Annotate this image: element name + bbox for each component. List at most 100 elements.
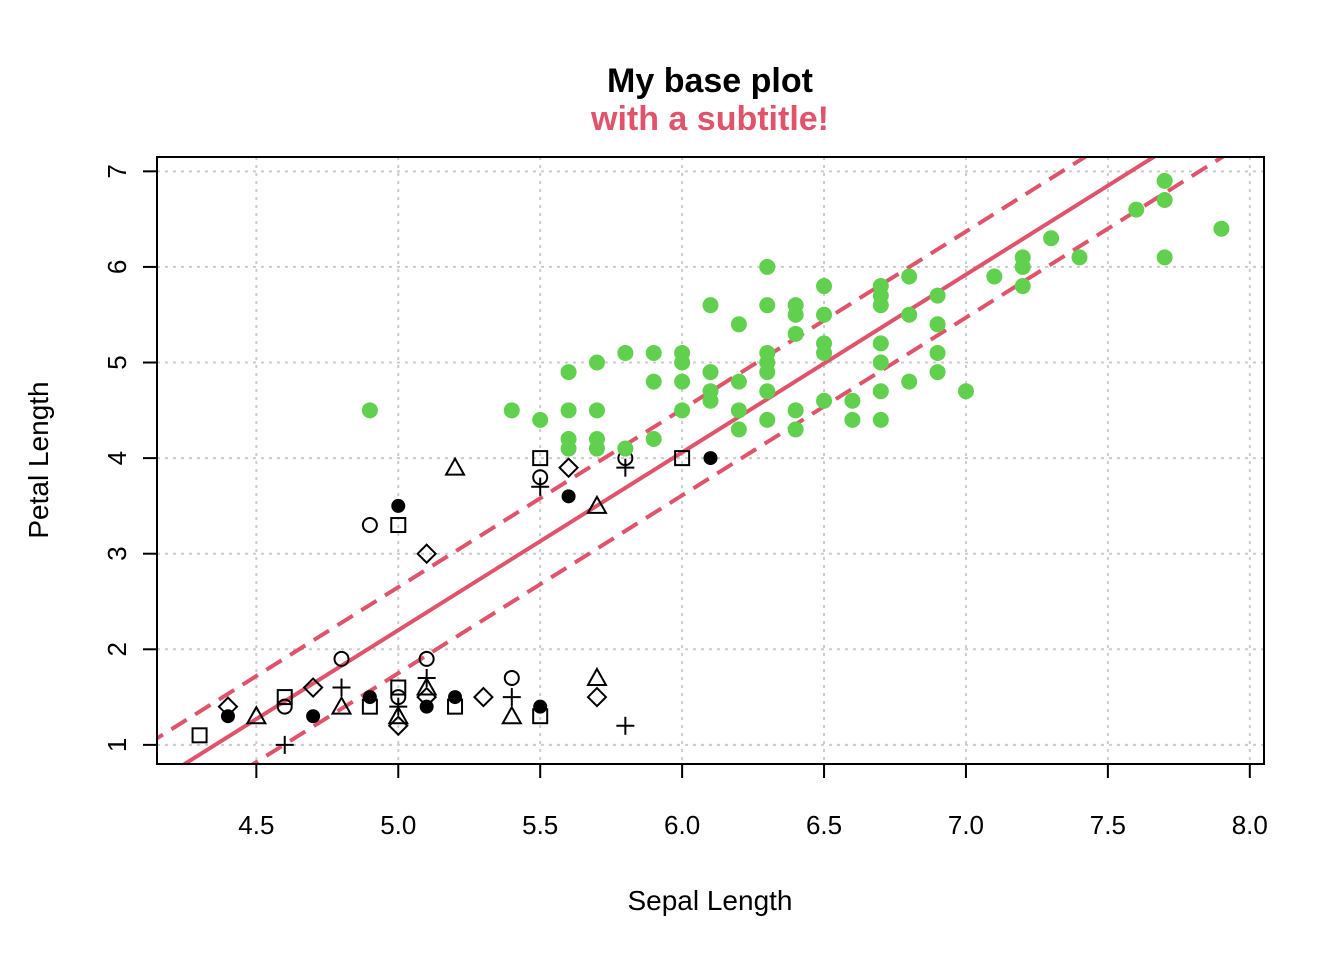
point-green bbox=[361, 402, 378, 419]
y-tick-label: 5 bbox=[102, 355, 132, 369]
point-green bbox=[730, 421, 747, 438]
point-green bbox=[759, 258, 776, 275]
point-green bbox=[929, 316, 946, 333]
data-point bbox=[702, 297, 719, 314]
data-point bbox=[730, 316, 747, 333]
data-point bbox=[730, 402, 747, 419]
data-point bbox=[531, 477, 550, 496]
point-circle bbox=[390, 689, 407, 706]
data-point bbox=[532, 469, 549, 486]
point-square bbox=[276, 689, 293, 706]
point-green bbox=[901, 268, 918, 285]
point-green bbox=[560, 364, 577, 381]
chart-title: My base plot bbox=[607, 62, 813, 100]
data-point bbox=[418, 650, 435, 667]
point-square bbox=[532, 450, 549, 467]
point-green bbox=[1156, 192, 1173, 209]
point-square bbox=[191, 727, 208, 744]
data-point bbox=[276, 698, 293, 715]
y-axis-label: Petal Length bbox=[23, 381, 54, 538]
data-point bbox=[645, 344, 662, 361]
data-point bbox=[330, 695, 353, 715]
y-axis: 1 2 3 4 5 6 7 bbox=[102, 164, 158, 752]
point-green bbox=[1156, 172, 1173, 189]
point-green bbox=[759, 344, 776, 361]
point-green bbox=[816, 392, 833, 409]
data-point bbox=[872, 354, 889, 371]
point-green bbox=[816, 335, 833, 352]
point-diamond bbox=[217, 696, 239, 718]
point-triangle bbox=[444, 456, 466, 476]
data-point bbox=[957, 383, 974, 400]
fit-band-upper bbox=[157, 157, 1089, 741]
data-point bbox=[501, 705, 523, 725]
point-green bbox=[844, 392, 861, 409]
x-tick-label: 6.0 bbox=[664, 810, 700, 840]
data-point bbox=[844, 392, 861, 409]
point-dot bbox=[306, 709, 321, 724]
data-point bbox=[444, 456, 466, 476]
data-point bbox=[759, 344, 776, 361]
data-point bbox=[473, 686, 494, 708]
point-green bbox=[844, 411, 861, 428]
data-point bbox=[901, 268, 918, 285]
x-tick-label: 5.5 bbox=[522, 810, 558, 840]
point-green bbox=[1043, 230, 1060, 247]
point-dot bbox=[703, 451, 718, 466]
point-green bbox=[1213, 220, 1230, 237]
x-tick-label: 5.0 bbox=[380, 810, 416, 840]
y-tick-label: 3 bbox=[102, 546, 132, 560]
point-green bbox=[901, 373, 918, 390]
point-triangle bbox=[586, 494, 608, 514]
point-diamond bbox=[473, 686, 494, 708]
data-point bbox=[929, 316, 946, 333]
data-point bbox=[560, 402, 577, 419]
data-point bbox=[560, 364, 577, 381]
x-axis-label: Sepal Length bbox=[627, 885, 792, 916]
point-green bbox=[645, 373, 662, 390]
data-point bbox=[901, 373, 918, 390]
data-point bbox=[872, 278, 889, 295]
point-green bbox=[787, 325, 804, 342]
data-point bbox=[561, 489, 576, 504]
point-triangle bbox=[415, 676, 438, 696]
point-dot bbox=[561, 489, 576, 504]
data-point bbox=[702, 364, 719, 381]
data-point bbox=[302, 677, 324, 698]
x-tick-label: 4.5 bbox=[238, 810, 274, 840]
point-green bbox=[872, 354, 889, 371]
data-point bbox=[586, 686, 608, 708]
point-dot bbox=[448, 690, 463, 705]
point-green bbox=[588, 354, 605, 371]
data-point bbox=[929, 364, 946, 381]
data-point bbox=[416, 543, 438, 565]
data-point bbox=[1213, 220, 1230, 237]
data-point bbox=[390, 517, 407, 534]
data-point bbox=[759, 383, 776, 400]
point-green bbox=[560, 430, 577, 447]
point-green bbox=[929, 344, 946, 361]
data-point bbox=[844, 411, 861, 428]
data-point bbox=[730, 421, 747, 438]
data-point bbox=[532, 411, 549, 428]
point-green bbox=[787, 421, 804, 438]
data-point bbox=[617, 344, 634, 361]
fit-layer bbox=[157, 157, 1227, 764]
data-point bbox=[333, 650, 350, 667]
point-green bbox=[759, 383, 776, 400]
point-green bbox=[702, 364, 719, 381]
data-point bbox=[417, 668, 436, 687]
point-green bbox=[702, 297, 719, 314]
data-point bbox=[759, 258, 776, 275]
y-tick-label: 7 bbox=[102, 164, 132, 178]
point-green bbox=[957, 383, 974, 400]
x-tick-label: 6.5 bbox=[806, 810, 842, 840]
data-point bbox=[674, 373, 691, 390]
data-point bbox=[502, 688, 521, 707]
point-green bbox=[730, 402, 747, 419]
point-green bbox=[816, 306, 833, 323]
data-point bbox=[415, 676, 438, 696]
point-green bbox=[1128, 201, 1145, 218]
